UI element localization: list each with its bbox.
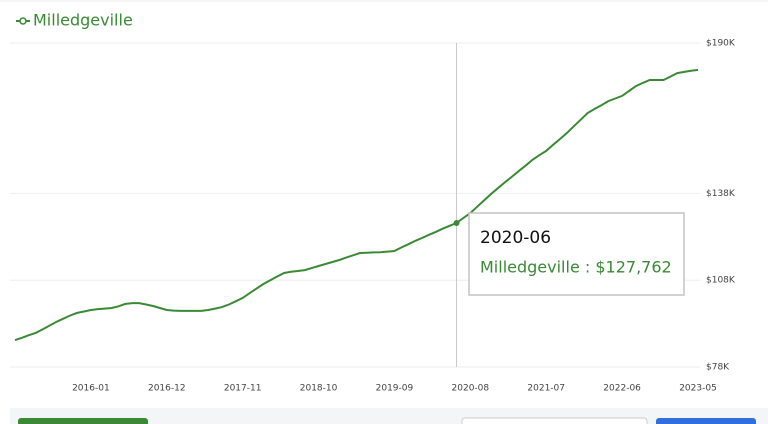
y-tick-label: $138K <box>706 189 736 199</box>
x-tick-label: 2016-01 <box>72 384 110 394</box>
y-tick-label: $108K <box>706 276 736 286</box>
grid <box>10 42 700 368</box>
button[interactable] <box>461 417 648 424</box>
legend-label: Milledgeville <box>33 11 133 30</box>
tooltip-box <box>468 212 685 296</box>
tooltip-title: 2020-06 <box>480 228 551 248</box>
x-tick-label: 2017-11 <box>224 384 262 394</box>
button[interactable] <box>656 418 756 424</box>
x-tick-label: 2021-07 <box>527 384 565 394</box>
x-tick-label: 2020-08 <box>452 384 490 394</box>
y-tick-label: $190K <box>706 39 736 49</box>
button[interactable] <box>18 418 148 424</box>
legend-marker <box>19 17 27 25</box>
x-tick-label: 2018-10 <box>300 384 338 394</box>
x-tick-label: 2016-12 <box>148 384 186 394</box>
x-tick-label: 2023-05 <box>679 384 717 394</box>
tooltip-text: Milledgeville : $127,762 <box>480 258 672 277</box>
line-series <box>14 68 699 342</box>
x-tick-label: 2022-06 <box>603 384 641 394</box>
legend[interactable]: Milledgeville <box>16 11 133 30</box>
y-tick-label: $78K <box>706 363 730 373</box>
tooltip: 2020-06 Milledgeville : $127,762 <box>468 212 685 296</box>
hover-point <box>453 220 460 227</box>
x-tick-label: 2019-09 <box>376 384 414 394</box>
